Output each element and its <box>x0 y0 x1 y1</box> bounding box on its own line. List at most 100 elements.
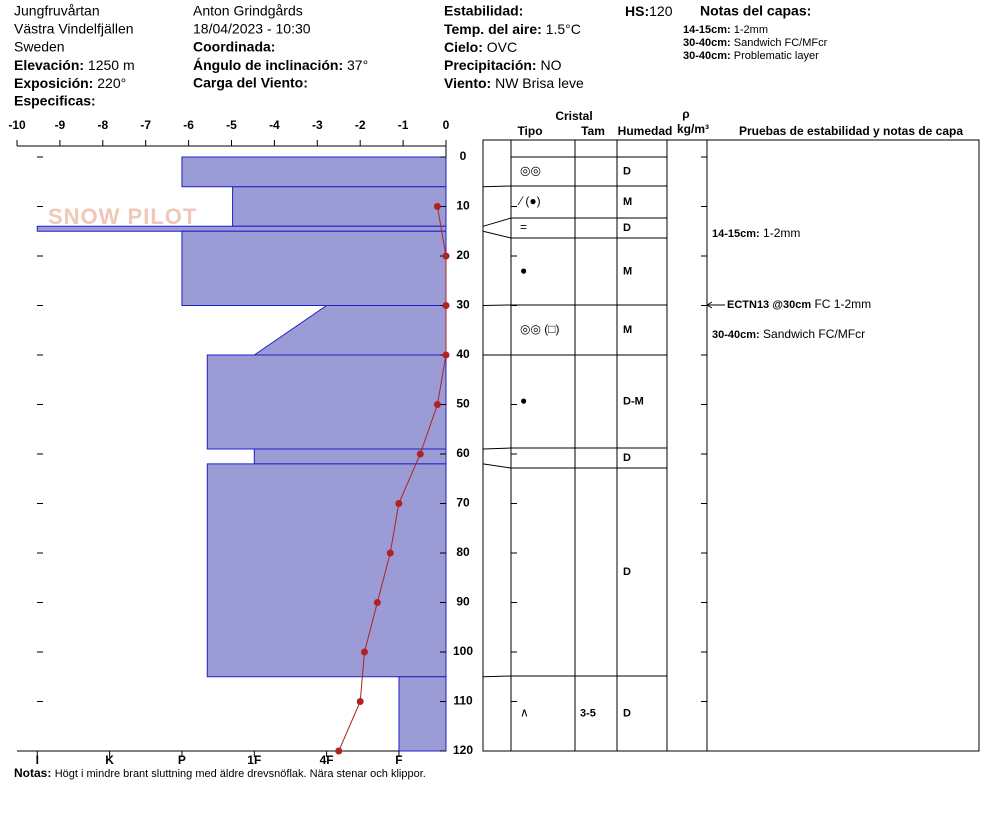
temperature-point <box>433 401 441 408</box>
depth-tick-label: 110 <box>453 694 473 708</box>
value: 220° <box>97 75 126 91</box>
air-temp: Temp. del aire: 1.5°C <box>444 21 581 37</box>
moisture: D <box>623 566 631 578</box>
depth-tick-label: 60 <box>456 446 470 460</box>
temp-tick-label: -8 <box>97 118 108 132</box>
coordinates: Coordinada: <box>193 39 275 55</box>
text: Sandwich FC/MFcr <box>763 327 865 341</box>
depth-tick-label: 20 <box>456 248 470 262</box>
layer-note: 30-40cm: Problematic layer <box>683 50 819 62</box>
col-header: Tipo <box>517 124 542 138</box>
temperature-point <box>433 203 441 210</box>
hardness-tick-label: K <box>105 753 114 767</box>
moisture: D <box>623 452 631 464</box>
temperature-point <box>360 648 368 656</box>
specifics: Especificas: <box>14 93 96 109</box>
test-note: 30-40cm: Sandwich FC/MFcr <box>712 327 865 341</box>
grain-size: 3-5 <box>580 707 596 719</box>
temp-tick-label: -10 <box>8 118 26 132</box>
depth-tick-label: 70 <box>456 496 470 510</box>
label: Cielo: <box>444 39 483 55</box>
text: Sandwich FC/MFcr <box>734 37 828 49</box>
temp-tick-label: -5 <box>226 118 237 132</box>
depth-tick-label: 120 <box>453 743 473 757</box>
layer-connector <box>482 217 512 227</box>
table-frame <box>482 139 980 752</box>
temperature-point <box>442 252 450 260</box>
logo: SNOW PILOT <box>48 204 197 229</box>
label: Exposición: <box>14 75 93 91</box>
range: 14-15cm: <box>683 24 731 36</box>
grain-type: ◎◎ <box>520 164 541 178</box>
temp-tick-label: -3 <box>312 118 323 132</box>
value: Högt i mindre brant sluttning med äldre … <box>55 768 426 780</box>
label: 30-40cm: <box>712 329 760 341</box>
depth-tick-label: 10 <box>456 199 470 213</box>
moisture: D <box>623 707 631 719</box>
temp-tick-label: -1 <box>398 118 409 132</box>
temp-tick-label: -6 <box>183 118 194 132</box>
test-note: 14-15cm: 1-2mm <box>712 226 800 240</box>
temperature-point <box>335 747 343 755</box>
temp-tick-label: -7 <box>140 118 151 132</box>
col-header: kg/m³ <box>677 122 709 136</box>
layer-connector <box>482 463 512 469</box>
label: ECTN13 @30cm <box>727 299 811 311</box>
depth-tick-label: 40 <box>456 347 470 361</box>
datetime: 18/04/2023 - 10:30 <box>193 21 311 37</box>
temp-tick-label: -2 <box>355 118 366 132</box>
moisture: M <box>623 324 632 336</box>
moisture: M <box>623 196 632 208</box>
temperature-point <box>442 302 450 309</box>
col-header: Pruebas de estabilidad y notas de capa <box>739 124 963 138</box>
test-arrow <box>706 301 725 309</box>
temperature-point <box>386 549 394 557</box>
text: Problematic layer <box>734 50 819 62</box>
value: 37° <box>347 57 368 73</box>
hardness-layer <box>206 354 447 450</box>
col-header: Cristal <box>555 109 592 123</box>
moisture: D-M <box>623 395 644 407</box>
range: 30-40cm: <box>683 37 731 49</box>
depth-tick-label: 30 <box>456 298 470 312</box>
hardness-layer <box>181 156 447 188</box>
layer-connector <box>482 675 512 678</box>
temperature-point <box>356 698 364 705</box>
hardness-layer <box>206 463 447 678</box>
depth-tick-label: 100 <box>453 644 473 658</box>
depth-tick-label: 50 <box>456 397 470 411</box>
grain-type: ∧ <box>520 706 529 720</box>
temperature-line <box>338 206 447 752</box>
hardness-tick-label: P <box>178 753 186 767</box>
value: OVC <box>487 39 517 55</box>
label: HS: <box>625 3 649 19</box>
text: 1-2mm <box>734 24 768 36</box>
value: NO <box>540 57 561 73</box>
hardness-tick-label: I <box>36 753 39 767</box>
hardness-layer <box>181 230 447 306</box>
temperature-point <box>373 599 381 606</box>
precip: Precipitación: NO <box>444 57 562 73</box>
layer-connector <box>482 230 512 239</box>
country: Sweden <box>14 39 65 55</box>
grain-type: ● <box>520 264 527 278</box>
hardness-tick-label: 1F <box>247 753 261 767</box>
layer-note: 30-40cm: Sandwich FC/MFcr <box>683 37 828 49</box>
hs: HS:120 <box>625 3 673 19</box>
value: NW Brisa leve <box>495 75 584 91</box>
layer-connector <box>482 185 512 188</box>
depth-tick-label: 90 <box>456 595 470 609</box>
grain-type: ⁄ (●) <box>517 194 541 208</box>
value: 1.5°C <box>546 21 581 37</box>
elevation: Elevación: 1250 m <box>14 57 135 73</box>
depth-tick-label: 80 <box>456 545 470 559</box>
moisture: D <box>623 165 631 177</box>
temperature-point <box>416 450 424 458</box>
label: Temp. del aire: <box>444 21 542 37</box>
notes: Notas: Högt i mindre brant sluttning med… <box>14 766 426 780</box>
wind-load: Carga del Viento: <box>193 75 308 91</box>
temp-tick-label: -4 <box>269 118 280 132</box>
stability: Estabilidad: <box>444 3 523 19</box>
range: 30-40cm: <box>683 50 731 62</box>
